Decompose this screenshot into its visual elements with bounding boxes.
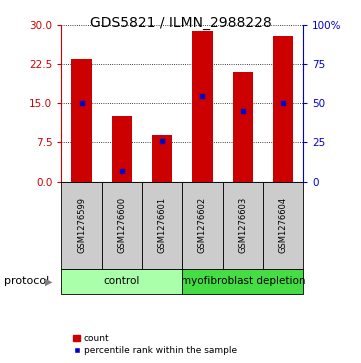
Text: GSM1276604: GSM1276604 [279, 197, 288, 253]
Bar [142, 182, 182, 269]
Text: GSM1276603: GSM1276603 [238, 197, 247, 253]
Bar [61, 269, 182, 294]
Bar [223, 182, 263, 269]
Legend: count, percentile rank within the sample: count, percentile rank within the sample [73, 334, 237, 355]
Bar [182, 269, 303, 294]
Text: GSM1276602: GSM1276602 [198, 197, 207, 253]
Bar [112, 117, 132, 182]
Bar [102, 182, 142, 269]
Text: GSM1276600: GSM1276600 [117, 197, 126, 253]
Text: GSM1276601: GSM1276601 [158, 197, 167, 253]
Bar [273, 36, 293, 182]
Bar [71, 59, 92, 182]
Bar [152, 135, 172, 182]
Bar [182, 182, 223, 269]
Bar [192, 30, 213, 181]
Text: ▶: ▶ [45, 276, 52, 286]
Bar [263, 182, 303, 269]
Text: control: control [104, 276, 140, 286]
Text: GSM1276599: GSM1276599 [77, 197, 86, 253]
Text: GDS5821 / ILMN_2988228: GDS5821 / ILMN_2988228 [90, 16, 271, 30]
Text: protocol: protocol [4, 276, 49, 286]
Bar [61, 182, 102, 269]
Text: myofibroblast depletion: myofibroblast depletion [180, 276, 305, 286]
Bar [233, 72, 253, 182]
